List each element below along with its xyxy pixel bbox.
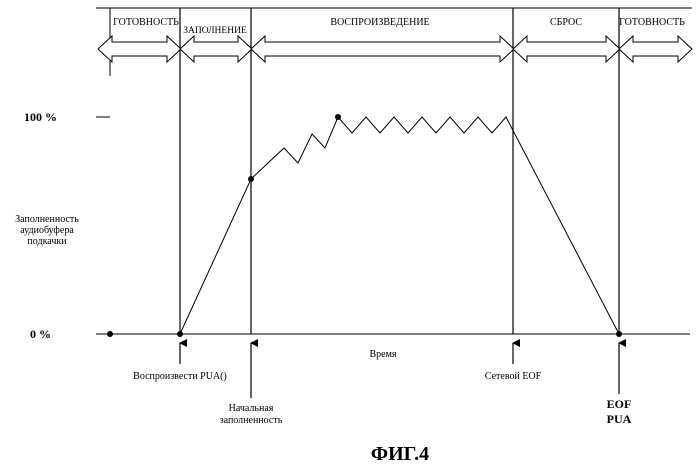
dot-play-pua — [177, 331, 183, 337]
event-label-network-eof: Сетевой EOF — [485, 371, 542, 382]
event-label-initial-fill-line2: заполненность — [220, 415, 283, 426]
y-axis-label-line2: аудиобуфера — [20, 225, 74, 236]
phase-label-play: ВОСПРОИЗВЕДЕНИЕ — [330, 17, 429, 28]
phase-arrow-ready2 — [619, 36, 692, 62]
dot-buffer-full — [335, 114, 341, 120]
y-axis-label-line3: подкачки — [27, 236, 67, 247]
phase-arrow-fill — [180, 36, 252, 62]
dot-idle-zero — [107, 331, 113, 337]
phase-label-ready2: ГОТОВНОСТЬ — [619, 17, 685, 28]
time-axis-label: Время — [369, 349, 396, 360]
dot-eof-pua — [616, 331, 622, 337]
event-label-play-pua: Воспроизвести PUA() — [133, 371, 227, 382]
tick-0-percent: 0 % — [30, 327, 51, 341]
phase-arrow-reset — [513, 36, 620, 62]
phase-label-reset: СБРОС — [550, 17, 582, 28]
event-label-eof: EOF — [607, 397, 632, 411]
y-axis-label-line1: Заполненность — [15, 214, 79, 225]
phase-label-ready1: ГОТОВНОСТЬ — [113, 17, 179, 28]
phase-arrows — [98, 36, 692, 62]
dot-initial-fill — [248, 176, 254, 182]
event-label-initial-fill-line1: Начальная — [229, 403, 274, 414]
phase-arrow-play — [251, 36, 514, 62]
figure-caption: ФИГ.4 — [371, 443, 429, 465]
buffer-fill-curve — [180, 117, 619, 334]
phase-label-fill: ЗАПОЛНЕНИЕ — [183, 26, 247, 36]
event-label-pua: PUA — [607, 412, 632, 426]
tick-100-percent: 100 % — [24, 110, 57, 124]
phase-arrow-ready1 — [98, 36, 181, 62]
